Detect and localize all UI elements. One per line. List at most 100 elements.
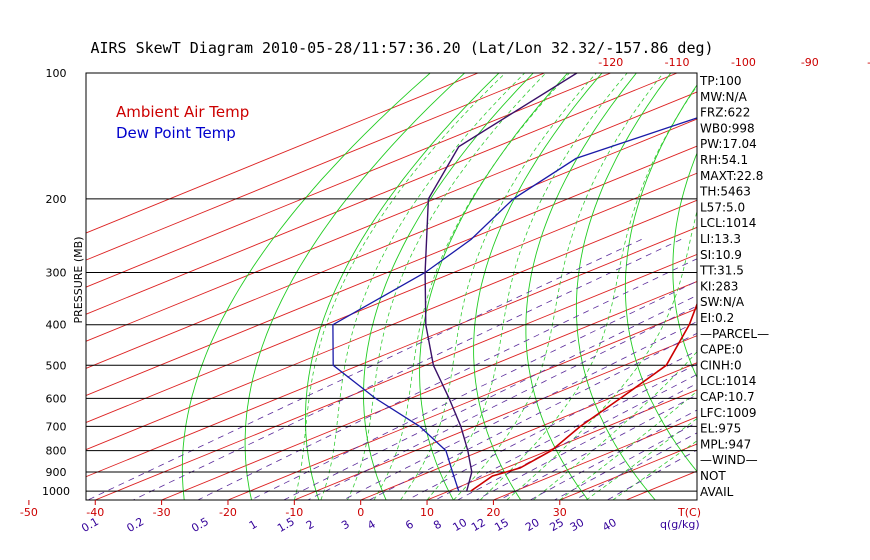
mixing-ratio-line bbox=[499, 394, 697, 500]
index-item: FRZ:622 bbox=[700, 106, 750, 120]
dry-adiabat bbox=[764, 73, 870, 500]
isotherm bbox=[493, 416, 697, 500]
moist-adiabat bbox=[453, 73, 664, 500]
index-item: CAPE:0 bbox=[700, 343, 743, 357]
dry-adiabat bbox=[850, 73, 870, 500]
legend-dew-point-temp: Dew Point Temp bbox=[116, 124, 236, 142]
isotherm bbox=[86, 91, 697, 342]
top-tick-label: -80 bbox=[867, 56, 870, 69]
dry-adiabat bbox=[672, 152, 697, 379]
isotherm bbox=[86, 73, 545, 261]
index-item: LI:13.3 bbox=[700, 232, 741, 246]
index-item: LCL:1014 bbox=[700, 216, 756, 230]
chart-title: AIRS SkewT Diagram 2010-05-28/11:57:36.2… bbox=[90, 39, 713, 57]
mixing-ratio-label: q(g/kg) bbox=[660, 518, 700, 531]
dry-adiabat bbox=[525, 73, 637, 500]
mixing-ratio-line bbox=[132, 239, 682, 500]
isotherm bbox=[360, 362, 697, 500]
mixing-ratio-tick-label: 0.2 bbox=[125, 515, 147, 535]
isotherm bbox=[86, 145, 697, 396]
series-dew-point-temp bbox=[332, 117, 697, 492]
index-item: PW:17.04 bbox=[700, 137, 757, 151]
index-item: TP:100 bbox=[699, 74, 742, 88]
index-item: MAXT:22.8 bbox=[700, 169, 763, 183]
isotherm bbox=[227, 308, 697, 500]
dry-adiabat bbox=[575, 73, 672, 500]
index-item: EI:0.2 bbox=[700, 311, 734, 325]
moist-adiabat bbox=[373, 73, 570, 500]
isotherm bbox=[426, 389, 697, 500]
x-axis-label: T(C) bbox=[677, 506, 701, 519]
index-item: L57:5.0 bbox=[700, 200, 745, 214]
mixing-ratio-line bbox=[307, 305, 697, 500]
x-tick-label: -20 bbox=[219, 506, 237, 519]
mixing-ratio-tick-label: 3 bbox=[339, 518, 352, 533]
index-item: TT:31.5 bbox=[699, 264, 744, 278]
dry-adiabat bbox=[473, 73, 603, 500]
index-item: —PARCEL— bbox=[700, 327, 769, 341]
top-tick-label: -110 bbox=[665, 56, 690, 69]
mixing-ratio-tick-label: 12 bbox=[469, 516, 488, 534]
mixing-ratio-tick-label: 2 bbox=[304, 518, 317, 533]
mixing-ratio-tick-label: 30 bbox=[568, 516, 587, 534]
index-item: LCL:1014 bbox=[700, 374, 756, 388]
y-tick-label: 400 bbox=[46, 319, 67, 332]
series-ambient-air-temp bbox=[470, 302, 697, 492]
index-item: TH:5463 bbox=[699, 185, 751, 199]
top-tick-label: -100 bbox=[731, 56, 756, 69]
top-tick-label: -90 bbox=[801, 56, 819, 69]
y-tick-label: 700 bbox=[46, 420, 67, 433]
index-item: KI:283 bbox=[700, 279, 738, 293]
plot-frame bbox=[85, 72, 698, 501]
x-tick-label: 10 bbox=[420, 506, 434, 519]
mixing-ratio-line bbox=[343, 321, 697, 500]
legend: Ambient Air Temp Dew Point Temp bbox=[116, 103, 249, 142]
mixing-ratio-tick-label: 6 bbox=[403, 518, 416, 533]
moist-adiabat bbox=[612, 440, 697, 500]
mixing-ratio-line bbox=[435, 363, 697, 500]
index-item: RH:54.1 bbox=[700, 153, 748, 167]
index-item: SI:10.9 bbox=[700, 248, 742, 262]
mixing-ratio-tick-label: 20 bbox=[523, 516, 542, 534]
mixing-ratio-tick-label: 10 bbox=[451, 516, 470, 534]
mixing-ratio-tick-label: 0.5 bbox=[189, 515, 211, 535]
isotherm bbox=[86, 73, 611, 288]
y-axis-label: PRESSURE (MB) bbox=[72, 237, 85, 324]
index-item: WB0:998 bbox=[700, 121, 755, 135]
index-item: EL:975 bbox=[700, 422, 741, 436]
isotherm bbox=[95, 253, 697, 500]
y-tick-label: 500 bbox=[46, 359, 67, 372]
index-item: CAP:10.7 bbox=[700, 390, 755, 404]
isotherm bbox=[86, 226, 697, 478]
series-parcel bbox=[424, 73, 578, 492]
plot-series bbox=[332, 73, 697, 492]
mixing-ratio-tick-label: 8 bbox=[431, 518, 444, 533]
y-tick-label: 300 bbox=[46, 267, 67, 280]
dry-adiabat bbox=[363, 73, 534, 500]
dry-adiabat bbox=[807, 73, 870, 500]
index-item: MW:N/A bbox=[700, 90, 748, 104]
mixing-ratio-line bbox=[407, 350, 697, 500]
mixing-ratio-line bbox=[250, 280, 697, 500]
y-tick-label: 900 bbox=[46, 466, 67, 479]
index-item: SW:N/A bbox=[700, 295, 745, 309]
moist-adiabat bbox=[320, 73, 525, 500]
mixing-ratio-tick-label: 25 bbox=[547, 516, 566, 534]
mixing-ratio-line bbox=[197, 258, 697, 500]
mixing-ratio-tick-label: 4 bbox=[365, 518, 378, 533]
mixing-ratio-tick-label: 15 bbox=[492, 516, 511, 534]
dry-adiabat bbox=[419, 73, 569, 500]
mixing-ratio-line bbox=[476, 382, 697, 500]
isotherm bbox=[86, 199, 697, 451]
y-tick-label: 1000 bbox=[42, 485, 70, 498]
index-item: CINH:0 bbox=[700, 358, 742, 372]
mixing-ratio-line bbox=[574, 432, 697, 500]
index-item: NOT bbox=[700, 469, 726, 483]
legend-ambient-air-temp: Ambient Air Temp bbox=[116, 103, 249, 121]
x-tick-label: -50 bbox=[20, 506, 38, 519]
y-tick-label: 600 bbox=[46, 392, 67, 405]
isotherm bbox=[86, 73, 678, 315]
